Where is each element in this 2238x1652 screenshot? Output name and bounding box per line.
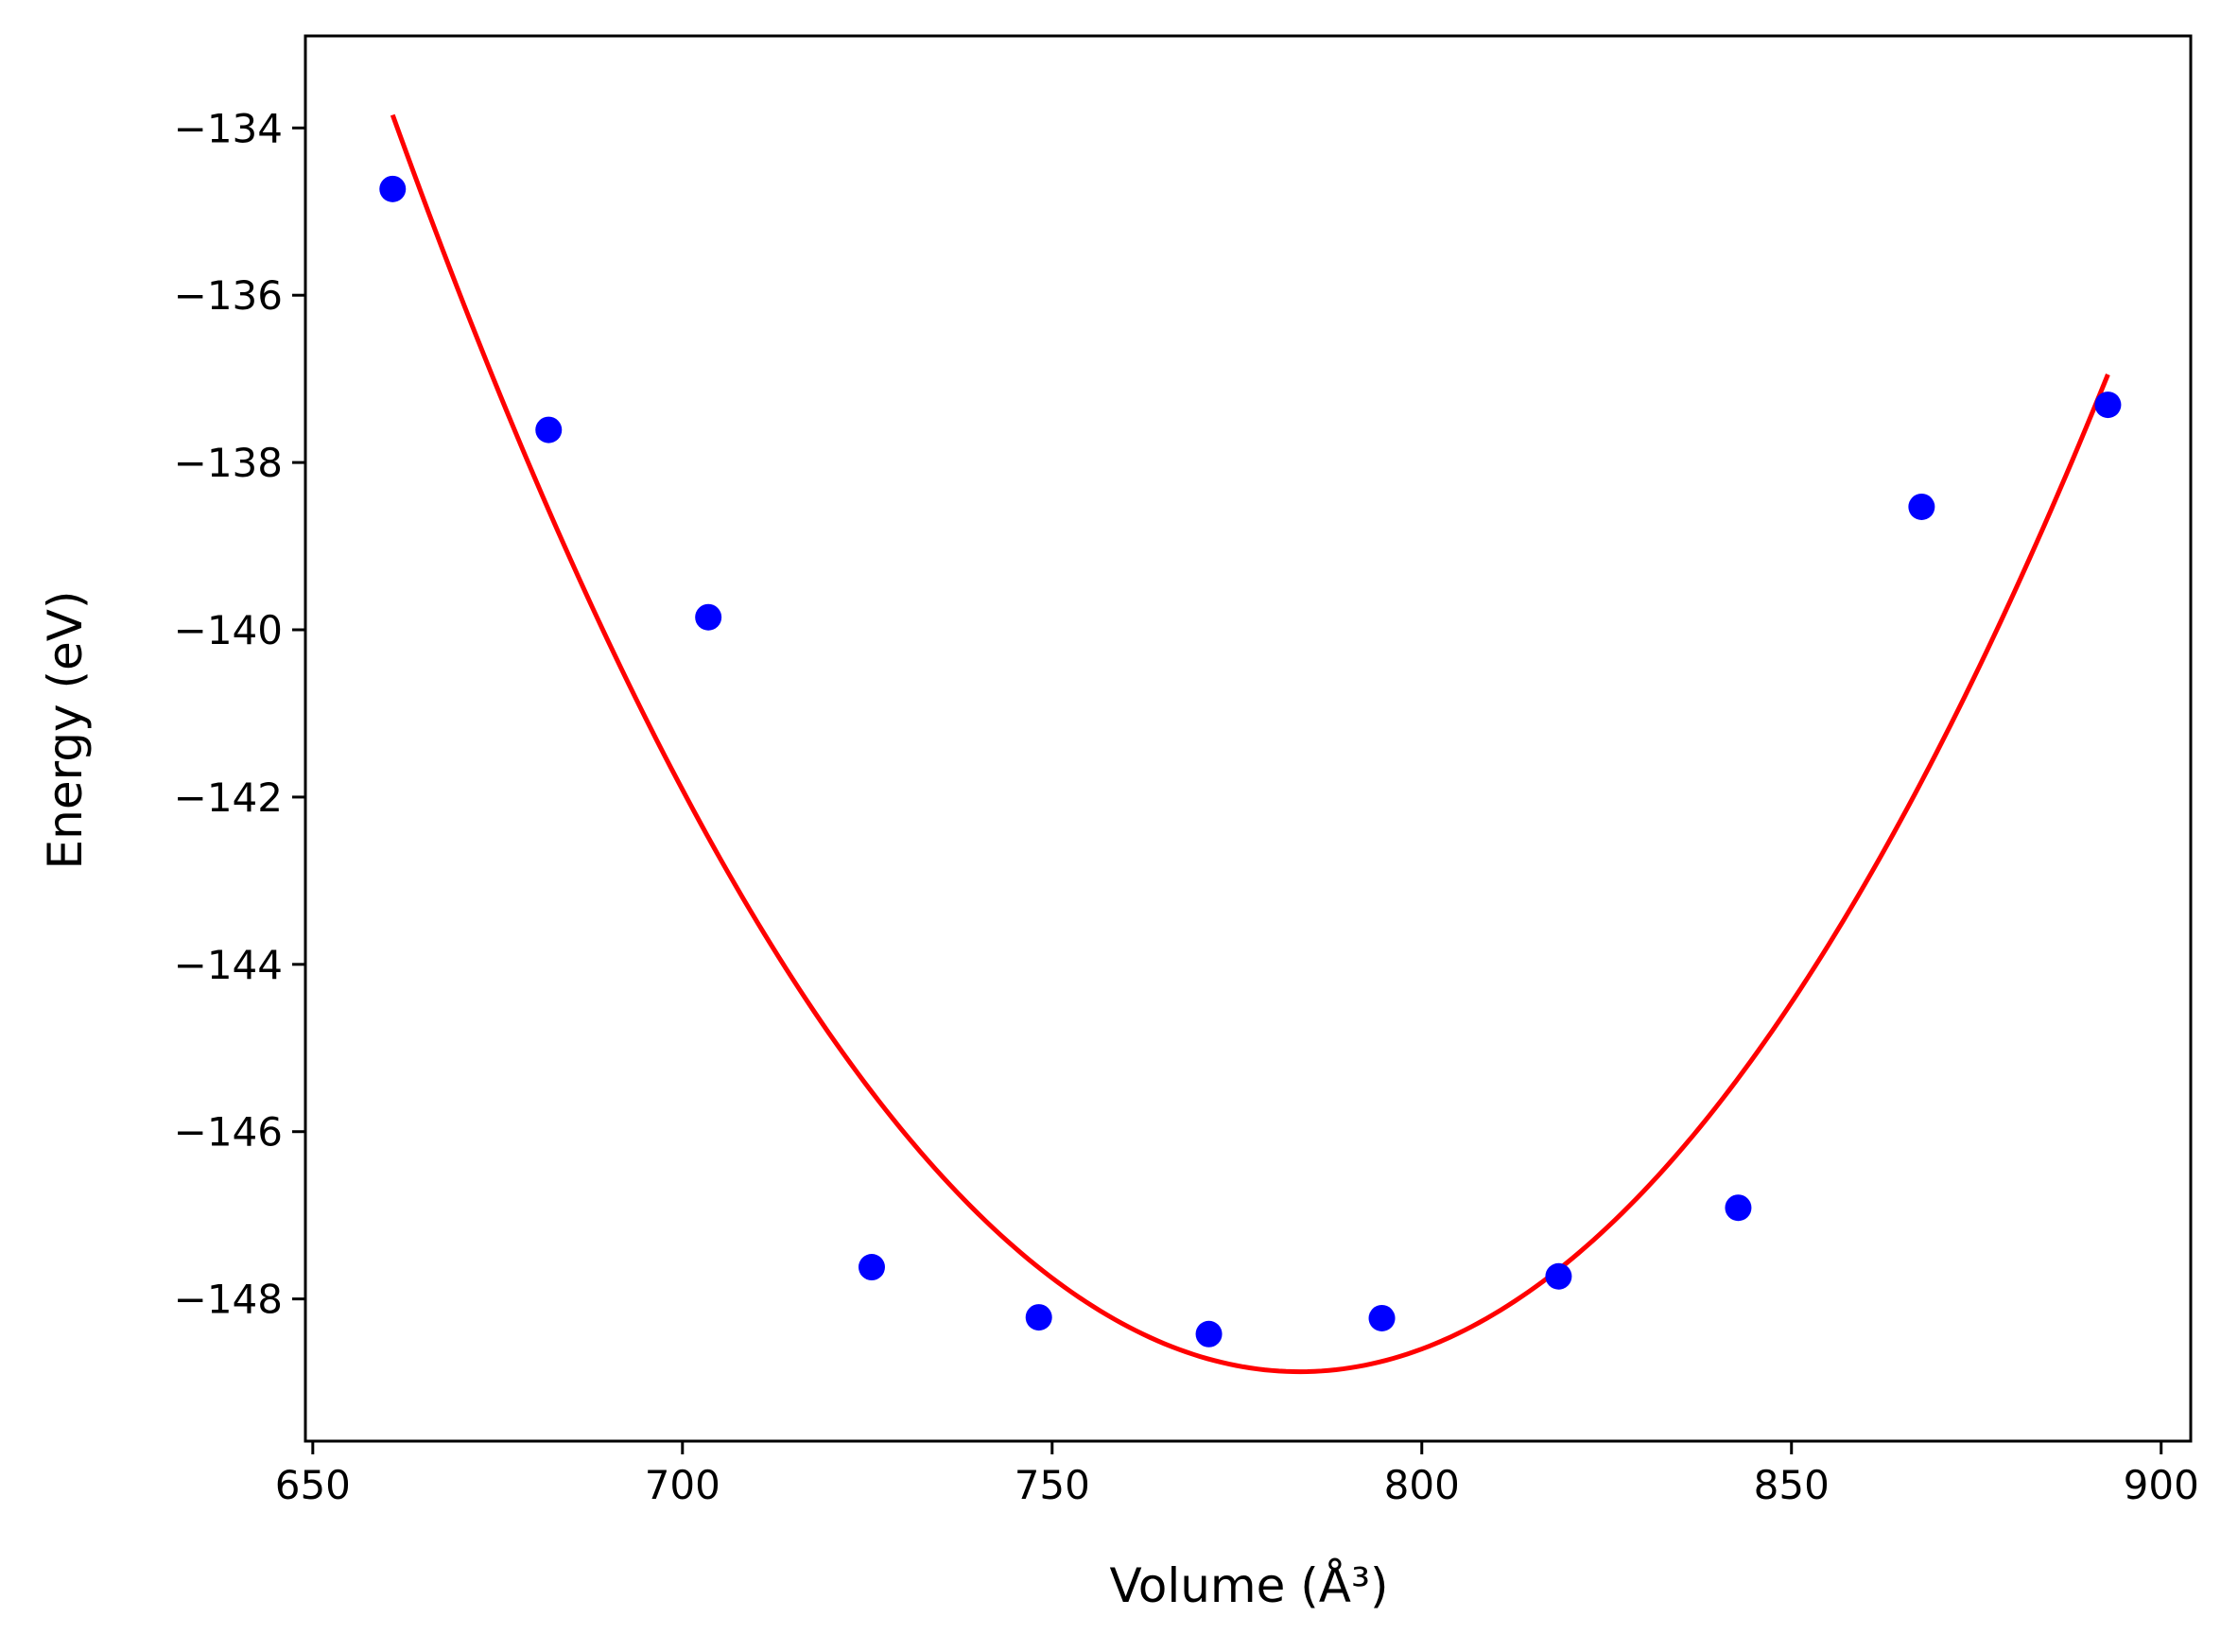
data-point xyxy=(1368,1304,1396,1331)
data-point xyxy=(535,416,563,443)
data-point xyxy=(1025,1304,1052,1331)
y-tick-label: −140 xyxy=(174,607,283,653)
y-tick-label: −144 xyxy=(174,942,283,988)
x-axis-label: Volume (Å³) xyxy=(1109,1558,1388,1613)
fit-curve-layer xyxy=(390,113,2110,1375)
y-tick-label: −148 xyxy=(174,1277,283,1323)
data-point xyxy=(1545,1262,1572,1290)
x-tick-label: 700 xyxy=(645,1462,720,1508)
data-points-layer xyxy=(379,175,2122,1348)
axes-layer: 650 700 750 800 850 900 −134 −136 −138 −140 −142 −1… xyxy=(174,34,2199,1508)
y-tick-label: −136 xyxy=(174,272,283,319)
axes-frame xyxy=(304,34,2193,1443)
data-point xyxy=(1195,1320,1223,1348)
x-tick-label: 800 xyxy=(1384,1462,1460,1508)
data-point xyxy=(2094,391,2122,419)
data-point xyxy=(858,1254,885,1281)
x-tick-label: 750 xyxy=(1015,1462,1090,1508)
y-tick-label: −134 xyxy=(174,105,283,151)
data-point xyxy=(695,603,722,631)
x-tick-label: 850 xyxy=(1754,1462,1830,1508)
y-tick-label: −146 xyxy=(174,1109,283,1156)
data-point xyxy=(1908,493,1935,520)
x-tick-label: 650 xyxy=(275,1462,351,1508)
fit-curve xyxy=(390,113,2110,1375)
x-tick-label: 900 xyxy=(2124,1462,2199,1508)
y-axis-label: Energy (eV) xyxy=(38,591,93,870)
plot-background xyxy=(305,36,2191,1441)
y-tick-label: −138 xyxy=(174,440,283,486)
data-point xyxy=(379,175,407,202)
data-point xyxy=(1725,1194,1752,1222)
plot-area xyxy=(305,36,2191,1441)
y-tick-label: −142 xyxy=(174,774,283,821)
